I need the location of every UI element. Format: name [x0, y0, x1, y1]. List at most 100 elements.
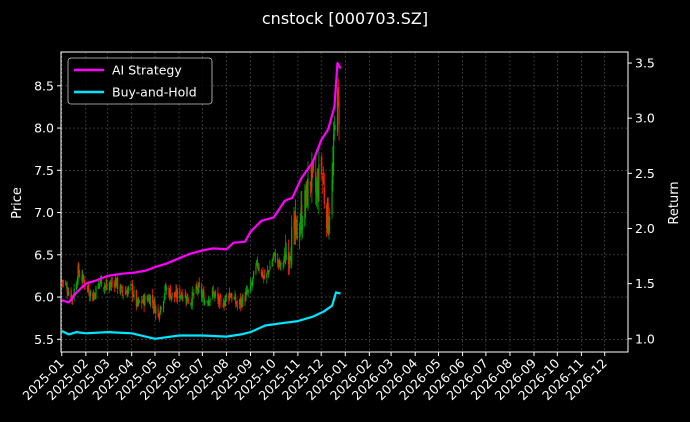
- candle-body: [77, 265, 79, 282]
- candle-body: [93, 294, 95, 300]
- candle-body: [294, 216, 297, 235]
- candle-body: [239, 299, 241, 305]
- candle-body: [126, 291, 128, 296]
- candle-body: [185, 296, 187, 302]
- candle-body: [154, 301, 156, 314]
- candle-body: [97, 283, 99, 289]
- y2-tick-label: 3.0: [635, 111, 655, 126]
- candle-body: [332, 163, 334, 184]
- y-tick-label: 5.5: [34, 332, 54, 347]
- candle-body: [110, 285, 112, 288]
- candle-body: [175, 290, 177, 296]
- y2-axis-label: Return: [667, 181, 682, 224]
- candle-body: [130, 284, 132, 286]
- candle-body: [233, 298, 235, 300]
- candle-body: [310, 181, 312, 183]
- candle-body: [73, 288, 75, 298]
- candle-body: [256, 259, 259, 266]
- candle-body: [333, 124, 336, 131]
- candle-body: [191, 291, 193, 306]
- candle-body: [245, 292, 247, 301]
- y2-tick-label: 1.5: [635, 276, 655, 291]
- candle-body: [266, 272, 268, 279]
- candle-body: [214, 293, 216, 297]
- candle-body: [337, 87, 339, 98]
- candle-body: [152, 294, 154, 303]
- candle-body: [148, 296, 150, 301]
- candle-body: [288, 256, 290, 259]
- candle-body: [235, 302, 238, 306]
- candle-body: [301, 204, 303, 230]
- candle-body: [181, 292, 183, 300]
- candle-body: [249, 283, 252, 291]
- candle-body: [170, 295, 172, 300]
- candle-body: [105, 284, 107, 286]
- candle-body: [137, 299, 139, 305]
- candle-body: [240, 299, 242, 304]
- candle-body: [326, 205, 328, 228]
- candle-body: [144, 296, 146, 306]
- candle-body: [218, 296, 221, 306]
- candle-body: [184, 294, 186, 298]
- y-axis-label: Price: [10, 187, 25, 219]
- candle-body: [323, 187, 325, 204]
- candle-body: [298, 235, 301, 237]
- candle-body: [315, 191, 318, 196]
- candle-body: [141, 300, 143, 304]
- candle-body: [163, 296, 165, 300]
- candle-body: [236, 305, 238, 307]
- candle-body: [338, 101, 340, 125]
- candle-body: [131, 284, 133, 286]
- candle-body: [169, 289, 171, 297]
- candle-body: [159, 314, 161, 319]
- candle-body: [312, 160, 315, 170]
- candle-body: [235, 297, 237, 305]
- candle-body: [182, 296, 184, 298]
- candle-body: [231, 294, 233, 301]
- candle-body: [206, 301, 208, 303]
- candle-body: [61, 279, 63, 281]
- candle-body: [122, 294, 124, 296]
- candle-body: [203, 292, 205, 305]
- candle-body: [305, 196, 307, 204]
- candle-body: [241, 299, 243, 307]
- candle-body: [165, 287, 167, 290]
- candle-body: [228, 296, 230, 299]
- candle-body: [116, 278, 118, 287]
- candle-body: [79, 274, 81, 278]
- candle-body: [197, 284, 200, 293]
- y-tick-label: 7.5: [34, 163, 54, 178]
- candle-body: [193, 292, 195, 295]
- candle-body: [120, 285, 123, 287]
- candle-body: [180, 294, 182, 298]
- candle-body: [212, 290, 214, 292]
- candle-body: [225, 295, 227, 302]
- candle-body: [321, 169, 323, 171]
- candle-body: [305, 182, 308, 200]
- candle-body: [155, 307, 157, 314]
- candle-body: [213, 291, 215, 298]
- candle-body: [86, 286, 89, 287]
- candle-body: [195, 285, 197, 294]
- candle-body: [273, 252, 275, 256]
- candle-body: [62, 281, 64, 283]
- candle-body: [187, 293, 189, 302]
- candle-body: [138, 300, 141, 303]
- candle-body: [316, 181, 318, 196]
- candle-body: [124, 291, 127, 295]
- candle-body: [109, 284, 111, 286]
- candle-body: [209, 298, 211, 303]
- candle-body: [201, 295, 203, 298]
- candle-body: [149, 295, 151, 306]
- candle-body: [283, 259, 285, 262]
- candle-body: [162, 301, 165, 310]
- candle-body: [142, 295, 144, 303]
- y-tick-label: 8.5: [34, 78, 54, 93]
- candle-body: [234, 295, 236, 301]
- candle-body: [246, 291, 249, 293]
- candle-body: [82, 275, 85, 280]
- candle-body: [256, 260, 258, 265]
- candle-body: [148, 296, 151, 304]
- candle-body: [93, 293, 95, 297]
- y2-tick-label: 1.0: [635, 331, 655, 346]
